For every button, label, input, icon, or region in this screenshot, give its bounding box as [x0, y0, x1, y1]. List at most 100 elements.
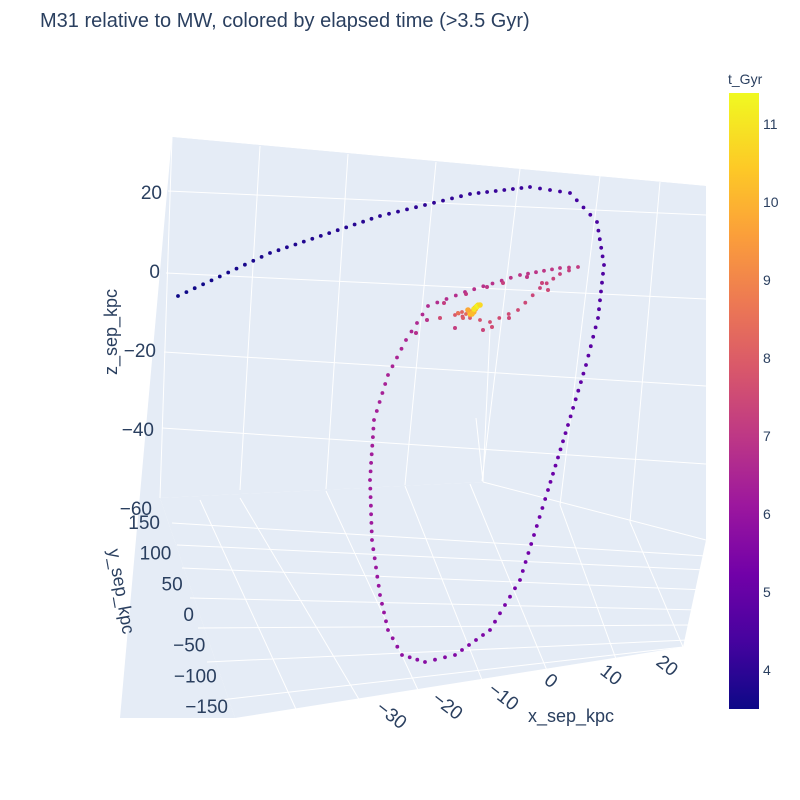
- colorbar-tick-label: 5: [763, 584, 771, 600]
- trajectory-point: [498, 611, 502, 616]
- trajectory-point: [384, 619, 388, 624]
- trajectory-point: [508, 594, 512, 599]
- trajectory-point: [460, 310, 464, 314]
- trajectory-point: [372, 418, 376, 422]
- trajectory-point: [581, 371, 586, 376]
- trajectory-point: [415, 321, 419, 325]
- trajectory-point: [576, 265, 580, 269]
- trajectory-point: [293, 242, 298, 247]
- x-axis-title: x_sep_kpc: [528, 706, 614, 727]
- trajectory-point: [420, 312, 425, 317]
- trajectory-point: [546, 488, 550, 492]
- colorbar-tick-label: 9: [763, 272, 771, 288]
- trajectory-point: [568, 191, 572, 195]
- trajectory-point: [453, 293, 458, 298]
- trajectory-point: [192, 286, 197, 291]
- trajectory-point: [377, 400, 382, 404]
- trajectory-point: [520, 569, 525, 573]
- colorbar-tick-label: 6: [763, 506, 771, 522]
- trajectory-point: [301, 239, 306, 244]
- trajectory-point: [395, 644, 400, 649]
- colorbar-gradient: [729, 93, 759, 709]
- y-tick-label: 0: [183, 605, 194, 626]
- trajectory-point: [456, 311, 460, 315]
- trajectory-point: [513, 586, 517, 591]
- trajectory-point: [414, 205, 418, 210]
- trajectory-point: [438, 316, 442, 320]
- z-axis-title: z_sep_kpc: [101, 289, 122, 375]
- trajectory-point: [481, 633, 485, 637]
- trajectory-point: [461, 316, 465, 320]
- trajectory-point: [369, 461, 373, 465]
- trajectory-point: [226, 270, 231, 275]
- trajectory-point: [537, 515, 542, 519]
- trajectory-point: [369, 512, 373, 517]
- trajectory-point: [453, 326, 457, 330]
- trajectory-point: [459, 194, 463, 199]
- trajectory-point: [593, 325, 598, 330]
- trajectory-point: [361, 219, 365, 224]
- trajectory-point: [595, 220, 599, 224]
- trajectory-point: [573, 397, 578, 402]
- trajectory-point: [601, 271, 605, 276]
- trajectory-point: [368, 495, 373, 499]
- trajectory-point: [414, 331, 418, 335]
- trajectory-point: [453, 653, 457, 657]
- trajectory-point: [506, 312, 511, 316]
- trajectory-point: [571, 406, 575, 410]
- gridlines: [159, 136, 707, 719]
- trajectory-point: [532, 533, 536, 537]
- trajectory-point: [600, 254, 605, 259]
- trajectory-point: [327, 231, 332, 236]
- trajectory-point: [588, 212, 593, 217]
- trajectory-point: [464, 292, 468, 296]
- x-tick-label: 10: [596, 661, 626, 691]
- trajectory-point: [488, 628, 492, 632]
- trajectory-point: [556, 455, 560, 460]
- colorbar: t_Gyr 4 5 6 7 8 9 10 11: [728, 71, 779, 709]
- trajectory-point: [396, 209, 400, 214]
- x-tick-label: 20: [652, 651, 682, 681]
- trajectory-point: [386, 628, 390, 632]
- trajectory-point: [335, 228, 340, 233]
- trajectory-point: [544, 281, 549, 286]
- trajectory-point: [567, 268, 571, 273]
- scene-background: [120, 136, 707, 719]
- trajectory-point: [390, 636, 395, 641]
- z-axis-ticks: −60 −40 −20 0 20: [120, 183, 162, 520]
- trajectory-point: [568, 414, 573, 419]
- trajectory-point: [234, 266, 239, 271]
- trajectory-point: [567, 265, 571, 270]
- trajectory-point: [561, 439, 565, 444]
- trajectory-point: [591, 334, 596, 339]
- z-tick-label: 0: [149, 262, 160, 283]
- trajectory-point: [382, 610, 386, 615]
- trajectory-point: [488, 320, 492, 324]
- trajectory-point: [371, 435, 375, 439]
- trajectory-point: [558, 272, 562, 276]
- trajectory-point: [259, 255, 264, 259]
- trajectory-point: [380, 601, 384, 606]
- trajectory-point: [503, 603, 507, 607]
- trajectory-point: [534, 270, 538, 275]
- trajectory-point: [548, 188, 552, 192]
- trajectory-point: [596, 316, 600, 320]
- trajectory-point: [370, 538, 374, 542]
- trajectory-point: [558, 447, 563, 452]
- trajectory-point: [600, 280, 604, 285]
- y-tick-label: 100: [140, 544, 172, 565]
- trajectory-point: [400, 653, 404, 657]
- y-axis-ticks: −150 −100 −50 050 100 150: [128, 513, 228, 718]
- trajectory-point: [344, 225, 349, 230]
- colorbar-tick-label: 11: [763, 116, 778, 132]
- trajectory-point: [596, 228, 601, 233]
- y-tick-label: 150: [128, 513, 160, 534]
- y-tick-label: 50: [162, 574, 183, 595]
- trajectory-point: [409, 329, 414, 334]
- trajectory-point: [426, 304, 430, 308]
- trajectory-point: [464, 312, 468, 316]
- back-wall-upper: [172, 137, 706, 330]
- trajectory-point: [481, 328, 485, 332]
- trajectory-point: [368, 478, 372, 482]
